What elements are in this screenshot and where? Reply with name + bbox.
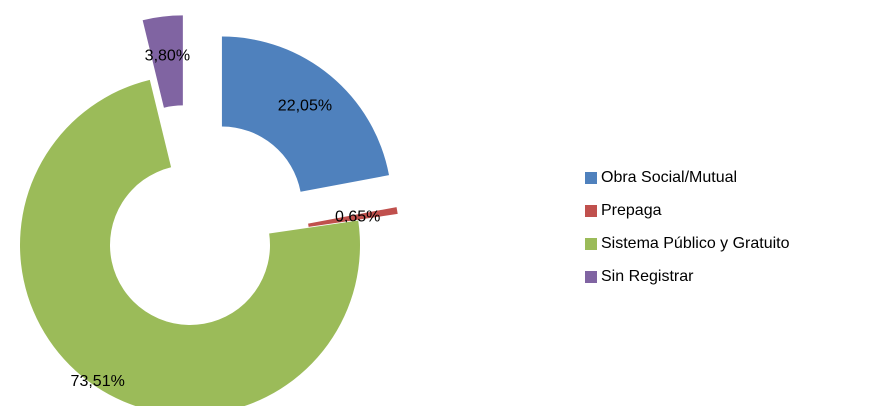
legend-swatch	[585, 172, 597, 184]
legend-swatch	[585, 205, 597, 217]
donut-slice	[20, 79, 360, 406]
data-label: 3,80%	[145, 48, 190, 65]
donut-slice	[142, 15, 183, 108]
legend-label: Prepaga	[601, 202, 662, 219]
legend-label: Obra Social/Mutual	[601, 169, 737, 186]
data-label: 73,51%	[71, 373, 125, 390]
legend-label: Sistema Público y Gratuito	[601, 235, 790, 252]
legend-swatch	[585, 271, 597, 283]
legend-swatch	[585, 238, 597, 250]
data-label: 22,05%	[278, 98, 332, 115]
donut-slice	[221, 36, 390, 192]
donut-slice	[308, 207, 398, 227]
legend-label: Sin Registrar	[601, 268, 694, 285]
data-label: 0,65%	[335, 208, 380, 225]
